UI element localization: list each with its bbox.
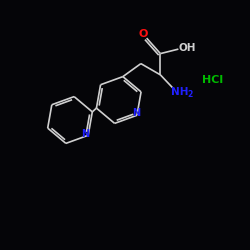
Text: 2: 2 bbox=[187, 90, 192, 99]
Text: N: N bbox=[81, 129, 89, 139]
Text: OH: OH bbox=[178, 43, 196, 53]
Text: NH: NH bbox=[171, 87, 188, 97]
Text: N: N bbox=[132, 108, 140, 118]
Text: HCl: HCl bbox=[202, 75, 223, 85]
Text: O: O bbox=[138, 28, 147, 38]
